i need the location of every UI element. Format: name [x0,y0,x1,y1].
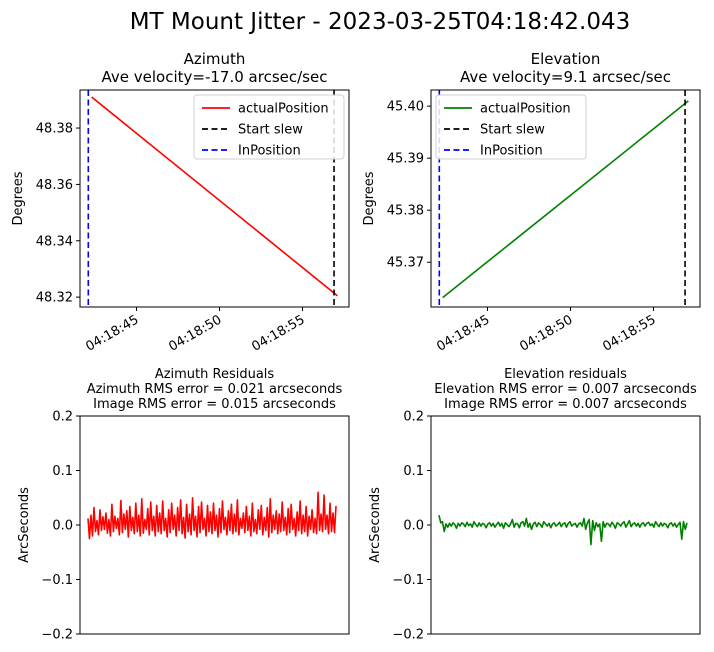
series-line-1 [442,100,689,299]
chart-data-group [438,90,689,307]
y-tick-label: −0.2 [41,628,73,643]
chart-title: Azimuth [184,50,246,68]
y-axis-label: Degrees [11,171,26,225]
y-tick-label: −0.1 [392,573,424,588]
y-tick-label: 0.0 [403,519,424,534]
y-tick-label: −0.1 [41,573,73,588]
chart-title-line: Azimuth Residuals [155,367,275,382]
legend-box [193,94,345,160]
series-line-1 [91,96,338,297]
chart-subtitle: Ave velocity=9.1 arcsec/sec [460,68,671,86]
legend-entry: InPosition [238,144,301,159]
legend-entry: Start slew [238,123,303,138]
y-tick-label: 45.37 [387,256,424,271]
plot-frame [430,89,701,308]
series-line-1 [87,491,337,540]
chart-title-line: Elevation RMS error = 0.007 arcseconds [434,382,697,397]
y-tick-label: 0.2 [403,410,424,425]
x-tick-label: 04:18:45 [434,312,492,354]
y-tick-label: 45.39 [387,152,424,167]
y-tick-label: 48.36 [36,178,73,193]
chart-title-line: Image RMS error = 0.007 arcseconds [444,397,687,412]
x-tick-label: 04:18:50 [517,312,575,354]
figure-suptitle: MT Mount Jitter - 2023-03-25T04:18:42.04… [130,9,631,35]
legend: actualPosition Start slew InPosition [193,94,345,160]
y-tick-label: −0.2 [392,628,424,643]
chart-title-line: Azimuth RMS error = 0.021 arcseconds [87,382,343,397]
x-tick-label: 04:18:45 [83,312,141,354]
chart-subtitle: Ave velocity=-17.0 arcsec/sec [102,68,328,86]
legend-entry: Start slew [480,123,545,138]
x-tick-label: 04:18:55 [249,312,307,354]
y-tick-label: 0.1 [403,464,424,479]
y-axis-label: ArcSeconds [17,487,32,563]
y-tick-label: 45.38 [387,204,424,219]
y-axis-label: ArcSeconds [368,487,383,563]
legend-entry: InPosition [480,144,543,159]
y-tick-label: 0.0 [52,519,73,534]
chart-data-group [438,515,688,546]
x-tick-label: 04:18:55 [600,312,658,354]
legend-entry: actualPosition [480,102,571,117]
y-tick-label: 0.2 [52,410,73,425]
y-tick-label: 48.34 [36,234,73,249]
plot-frame [79,89,350,308]
y-tick-label: 48.38 [36,122,73,137]
series-line-1 [438,515,688,546]
legend-box [435,94,587,160]
chart-data-group [87,491,337,540]
y-tick-label: 0.1 [52,464,73,479]
y-axis-label: Degrees [362,171,377,225]
chart-title-line: Elevation residuals [504,367,627,382]
chart-title-line: Image RMS error = 0.015 arcseconds [93,397,336,412]
chart-data-group [87,90,338,307]
chart-title: Elevation [531,50,601,68]
x-tick-label: 04:18:50 [166,312,224,354]
y-tick-label: 48.32 [36,291,73,306]
legend: actualPosition Start slew InPosition [435,94,587,160]
y-tick-label: 45.40 [387,100,424,115]
legend-entry: actualPosition [238,102,329,117]
